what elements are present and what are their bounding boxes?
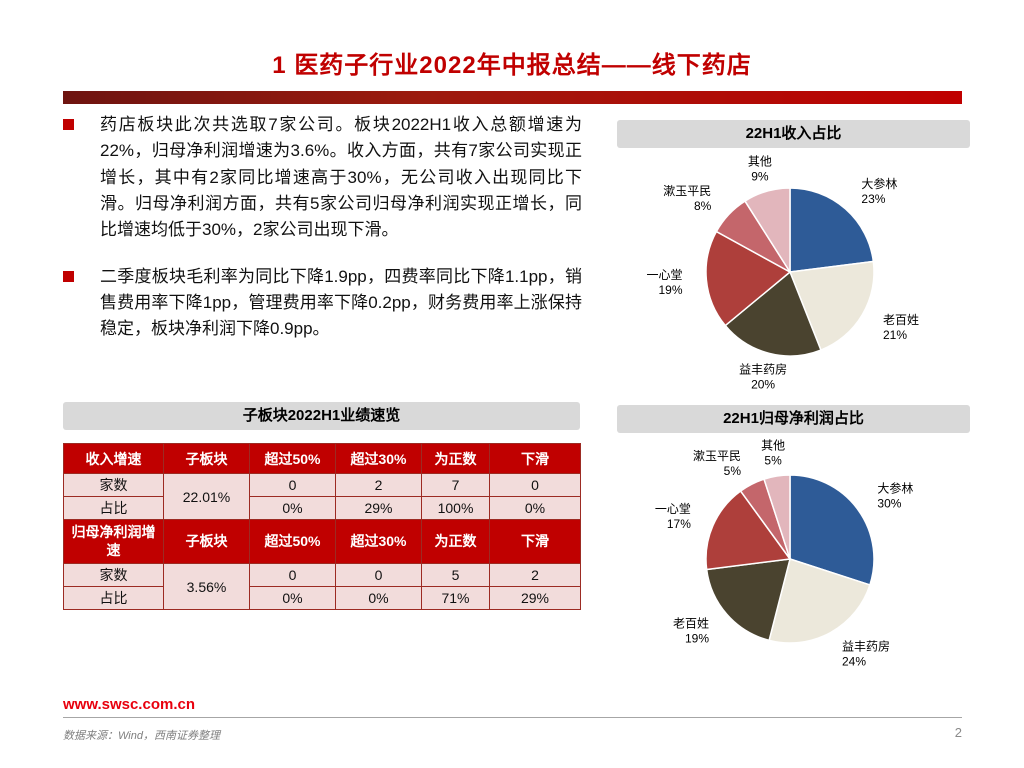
table-cell: 2: [335, 473, 422, 497]
pie-slice: [705, 230, 792, 327]
table-row-label: 占比: [63, 496, 164, 520]
pie-label: 老百姓 21%: [883, 313, 919, 342]
pie-label: 老百姓 19%: [673, 616, 709, 645]
pie-slice: [768, 558, 871, 644]
table-cell: 29%: [335, 496, 422, 520]
table-header-cell: 收入增速: [63, 443, 164, 474]
table-header-cell: 超过50%: [249, 443, 336, 474]
table-cell: 29%: [489, 586, 581, 610]
pie-slice: [705, 558, 792, 642]
table-header-cell: 超过30%: [335, 519, 422, 564]
table-header-cell: 超过30%: [335, 443, 422, 474]
pie-label: 大参林 23%: [861, 176, 897, 206]
table-cell: 0: [335, 563, 422, 587]
revenue-chart-title-bar: 22H1收入占比: [617, 120, 970, 148]
revenue-pie-chart: 大参林 23% 老百姓 21% 益丰药房 20% 一心堂 19% 漱玉平民 8% 其他 9%: [612, 150, 970, 400]
pie-label: 漱玉平民 8%: [663, 184, 711, 213]
table-cell: 0: [249, 473, 336, 497]
bullet-item: 药店板块此次共选取7家公司。板块2022H1收入总额增速为22%，归母净利润增速…: [63, 112, 582, 244]
pie-label: 漱玉平民 5%: [693, 449, 741, 478]
table-header-cell: 归母净利润增速: [63, 519, 164, 564]
table-cell: 0: [489, 473, 581, 497]
pie-slice: [724, 270, 822, 357]
pie-slice: [788, 260, 875, 352]
data-source-note: 数据来源：Wind，西南证券整理: [63, 730, 220, 742]
pie-label: 大参林 30%: [877, 481, 913, 511]
pie-slice: [763, 474, 791, 560]
bullet-square-icon: [63, 119, 74, 130]
table-row: 占比 0% 29% 100% 0%: [63, 496, 581, 520]
pie-label: 益丰药房 24%: [842, 639, 890, 669]
table-header-cell: 下滑: [489, 519, 581, 564]
table-cell: 0%: [335, 586, 422, 610]
page-title: 1 医药子行业2022年中报总结——线下药店: [272, 52, 752, 79]
pie-slice: [705, 489, 792, 571]
table-row-label: 占比: [63, 586, 164, 610]
performance-summary-table: 收入增速 子板块 超过50% 超过30% 为正数 下滑 家数 22.01% 0 …: [63, 443, 581, 610]
table-merged-value: 3.56%: [163, 563, 250, 610]
pie-label: 一心堂 17%: [655, 502, 691, 531]
table-header-cell: 子板块: [163, 519, 250, 564]
website-link[interactable]: www.swsc.com.cn: [63, 696, 195, 713]
table-header-cell: 为正数: [421, 443, 490, 474]
pie-slice: [789, 187, 875, 273]
table-cell: 7: [421, 473, 490, 497]
table-row: 家数 22.01% 0 2 7 0: [63, 473, 581, 520]
table-cell: 100%: [421, 496, 490, 520]
profit-pie-chart: 大参林 30% 益丰药房 24% 老百姓 19% 一心堂 17% 漱玉平民 5% 其他 5%: [612, 437, 970, 687]
table-cell: 5: [421, 563, 490, 587]
table-header-cell: 子板块: [163, 443, 250, 474]
table-cell: 0%: [249, 586, 336, 610]
table-row: 家数 3.56% 0 0 5 2: [63, 563, 581, 610]
bullet-list: 药店板块此次共选取7家公司。板块2022H1收入总额增速为22%，归母净利润增速…: [63, 112, 582, 363]
table-header-cell: 超过50%: [249, 519, 336, 564]
footer-divider: [63, 717, 962, 718]
table-header-row: 归母净利润增速 子板块 超过50% 超过30% 为正数 下滑: [63, 519, 581, 564]
bullet-text: 二季度板块毛利率为同比下降1.9pp，四费率同比下降1.1pp，销售费用率下降1…: [100, 266, 582, 339]
table-cell: 0%: [249, 496, 336, 520]
table-header-cell: 下滑: [489, 443, 581, 474]
page-number: 2: [954, 725, 962, 740]
table-title-bar: 子板块2022H1业绩速览: [63, 402, 580, 430]
pie-svg: 大参林 23% 老百姓 21% 益丰药房 20% 一心堂 19% 漱玉平民 8% 其他 9%: [646, 154, 919, 392]
table-cell: 2: [489, 563, 581, 587]
table-cell: 0: [249, 563, 336, 587]
pie-svg: 大参林 30% 益丰药房 24% 老百姓 19% 一心堂 17%漱玉平民 5% 其他 5%: [655, 438, 914, 669]
pie-slice: [789, 474, 875, 586]
pie-label: 益丰药房 20%: [739, 362, 787, 392]
table-cell: 71%: [421, 586, 490, 610]
bullet-text: 药店板块此次共选取7家公司。板块2022H1收入总额增速为22%，归母净利润增速…: [100, 115, 582, 240]
table-row: 占比 0% 0% 71% 29%: [63, 586, 581, 610]
pie-label: 一心堂 19%: [646, 268, 682, 297]
table-header-cell: 为正数: [421, 519, 490, 564]
table-cell: 0%: [489, 496, 581, 520]
table-merged-value: 22.01%: [163, 473, 250, 520]
profit-chart-title-bar: 22H1归母净利润占比: [617, 405, 970, 433]
table-row-label: 家数: [63, 473, 164, 497]
bullet-square-icon: [63, 270, 74, 282]
title-divider-bar: [63, 91, 962, 104]
pie-slice: [743, 187, 791, 275]
pie-label: 其他 5%: [761, 438, 785, 467]
table-header-row: 收入增速 子板块 超过50% 超过30% 为正数 下滑: [63, 443, 581, 474]
table-row-label: 家数: [63, 563, 164, 587]
pie-label: 其他 9%: [748, 154, 772, 183]
bullet-item: 二季度板块毛利率为同比下降1.9pp，四费率同比下降1.1pp，销售费用率下降1…: [63, 264, 582, 343]
